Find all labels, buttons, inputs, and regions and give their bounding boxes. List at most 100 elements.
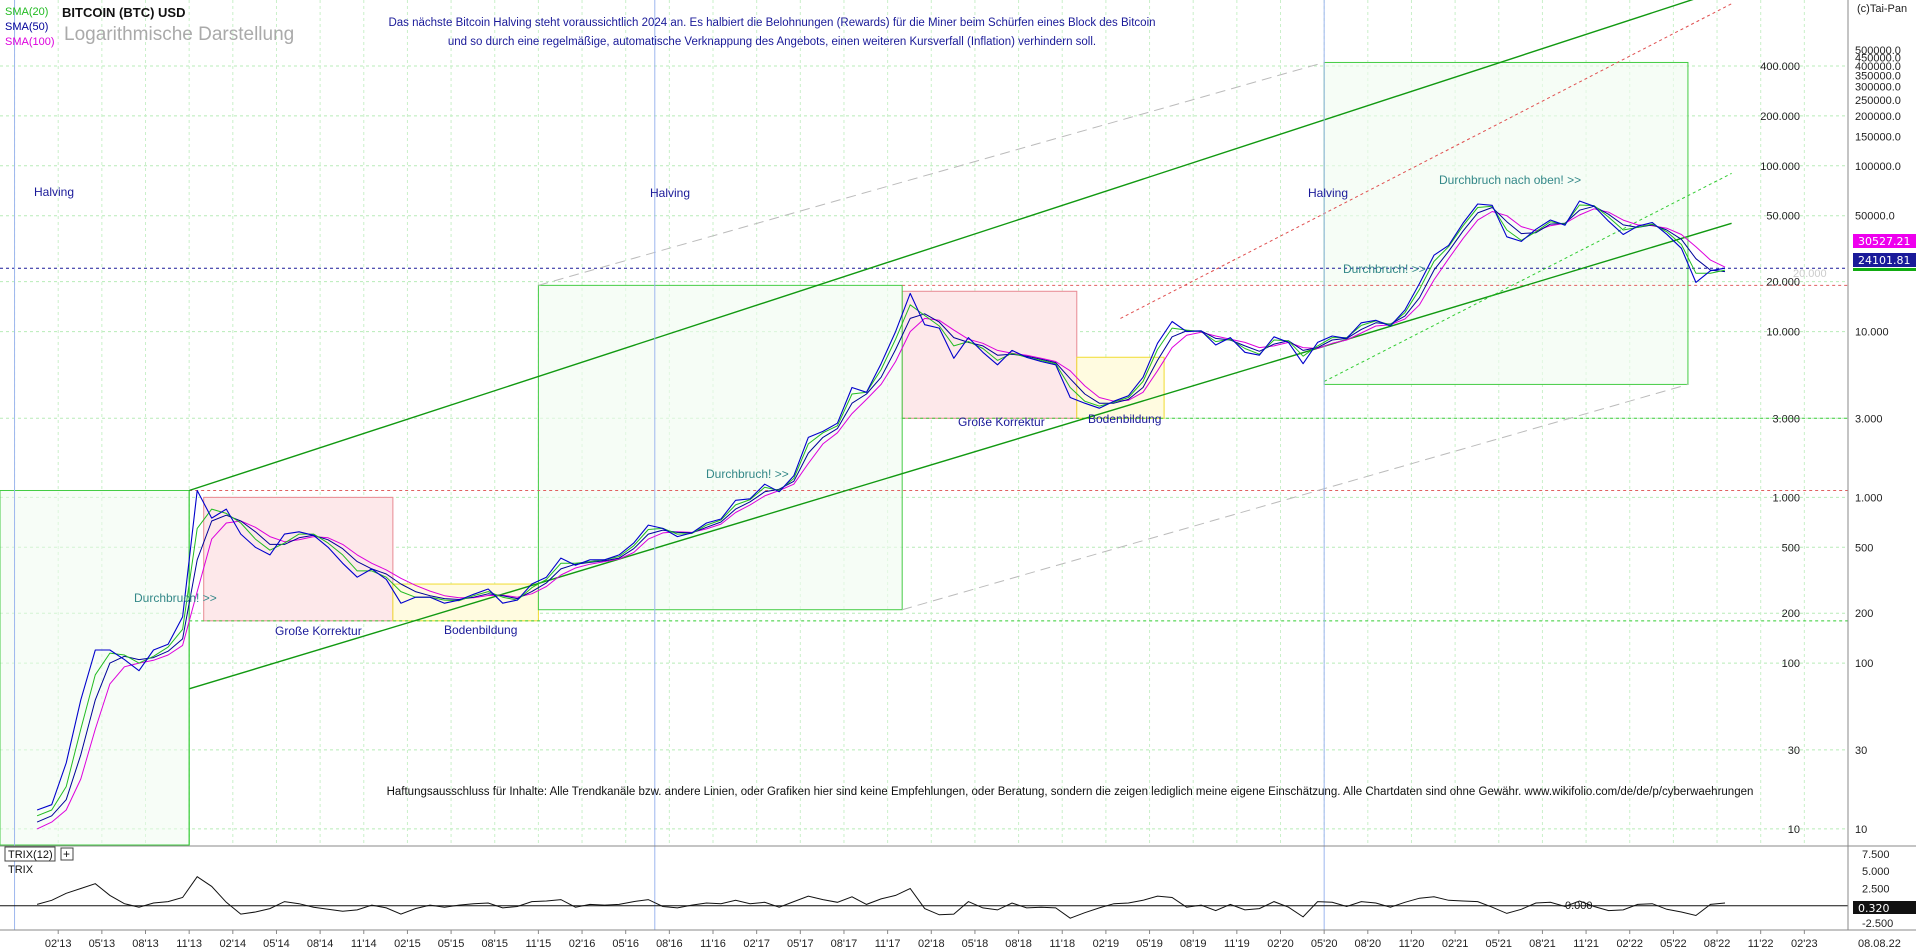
halving-label-1: Halving: [34, 185, 74, 199]
halving-note-line1: Das nächste Bitcoin Halving steht voraus…: [388, 17, 1155, 29]
right-axis-label: 250000.0: [1855, 95, 1901, 107]
right-axis-label: 100000.0: [1855, 161, 1901, 173]
y-tick-label: 500: [1782, 542, 1800, 554]
y-tick-label: 10: [1788, 824, 1800, 836]
channel-line: [188, 0, 1694, 492]
right-axis-label: 500: [1855, 542, 1873, 554]
trix-zero-label: 0.000: [1565, 900, 1593, 912]
halving-label-3: Halving: [1308, 186, 1348, 200]
right-axis-label: 50000.0: [1855, 211, 1895, 223]
x-tick-label: 05'15: [438, 938, 465, 950]
x-tick-label: 02'19: [1093, 938, 1120, 950]
korrektur-label-2: Große Korrektur: [958, 415, 1045, 429]
x-tick-label: 11'20: [1399, 938, 1425, 950]
price-line: [36, 200, 1726, 811]
copyright: (c)Tai-Pan: [1857, 3, 1907, 15]
x-tick-label: 05'22: [1660, 938, 1687, 950]
right-axis-label: 350000.0: [1855, 71, 1901, 83]
right-axis-label: 300000.0: [1855, 82, 1901, 94]
x-tick-label: 02'23: [1791, 938, 1818, 950]
x-tick-label: 08'17: [831, 938, 858, 950]
partial-level-label: 20.000: [1793, 268, 1827, 280]
x-tick-label: 05'16: [612, 938, 639, 950]
partial-level-badge-bg: [1853, 268, 1916, 271]
x-tick-label: 08'21: [1529, 938, 1556, 950]
trix-axis-label: 7.500: [1862, 849, 1890, 861]
x-tick-label: 11'21: [1573, 938, 1599, 950]
x-tick-label: 11'16: [700, 938, 726, 950]
x-tick-label: 08'15: [481, 938, 508, 950]
right-axis-label: 200000.0: [1855, 111, 1901, 123]
y-tick-label: 100.000: [1760, 161, 1800, 173]
legend-sma20: SMA(20): [5, 6, 48, 18]
y-tick-label: 200: [1782, 608, 1800, 620]
trix-value-badge-bg: [1853, 901, 1916, 914]
right-axis-label: 30: [1855, 745, 1867, 757]
disclaimer: Haftungsausschluss für Inhalte: Alle Tre…: [387, 786, 1754, 798]
x-tick-label: 02'18: [918, 938, 945, 950]
x-tick-label: 11'15: [526, 938, 552, 950]
last-date-label: 08.08.22: [1858, 938, 1901, 950]
x-tick-label: 02'16: [569, 938, 596, 950]
x-tick-label: 05'14: [263, 938, 290, 950]
sma20-line: [36, 204, 1726, 817]
right-axis-label: 3.000: [1855, 413, 1883, 425]
x-tick-label: 08'20: [1355, 938, 1382, 950]
projection-line: [1120, 3, 1732, 319]
y-tick-label: 200.000: [1760, 111, 1800, 123]
right-axis-label: 200: [1855, 608, 1873, 620]
x-tick-label: 08'13: [132, 938, 159, 950]
x-tick-label: 08'16: [656, 938, 683, 950]
trix-sublabel: TRIX: [8, 864, 34, 876]
trix-axis-label: -2.500: [1862, 918, 1893, 930]
right-axis-label: 100: [1855, 658, 1873, 670]
box-rally: [0, 489, 190, 846]
right-axis-label: 10.000: [1855, 327, 1889, 339]
channel-line: [188, 222, 1732, 690]
x-tick-label: 11'13: [176, 938, 202, 950]
legend-sma100: SMA(100): [5, 36, 55, 48]
box-korrektur: [203, 496, 394, 622]
durchbruch-oben-label: Durchbruch nach oben! >>: [1439, 173, 1581, 187]
last-price-badge-bg: [1853, 253, 1916, 267]
x-tick-label: 11'19: [1224, 938, 1250, 950]
x-tick-label: 02'15: [394, 938, 421, 950]
x-tick-label: 05'19: [1136, 938, 1163, 950]
y-tick-label: 20.000: [1766, 277, 1800, 289]
x-tick-label: 11'14: [351, 938, 377, 950]
trix-axis-label: 2.500: [1862, 884, 1890, 896]
trix-value-badge: 0.320: [1858, 902, 1890, 915]
y-tick-label: 100: [1782, 658, 1800, 670]
trix-expand-button[interactable]: [60, 847, 74, 861]
x-tick-label: 11'18: [1049, 938, 1075, 950]
box-rally: [1323, 61, 1689, 385]
x-tick-label: 05'20: [1311, 938, 1338, 950]
halving-lines: [14, 0, 1325, 930]
x-tick-label: 02'17: [743, 938, 770, 950]
x-tick-label: 08'18: [1005, 938, 1032, 950]
trend-channel-lines: [188, 0, 1732, 845]
x-tick-label: 02'20: [1267, 938, 1294, 950]
y-tick-label: 10.000: [1766, 327, 1800, 339]
x-tick-label: 05'18: [962, 938, 989, 950]
chart-subtitle: Logarithmische Darstellung: [64, 24, 294, 45]
trix-label-box: [4, 846, 56, 862]
trix-panel: [0, 845, 1916, 919]
halving-label-2: Halving: [650, 186, 690, 200]
x-tick-label: 08'14: [307, 938, 334, 950]
projection-line: [1323, 172, 1732, 382]
projection-line: [538, 61, 1325, 286]
y-tick-label: 30: [1788, 745, 1800, 757]
x-tick-label: 05'13: [89, 938, 116, 950]
horizontal-levels: [0, 267, 1848, 622]
halving-note-line2: und so durch eine regelmäßige, automatis…: [448, 36, 1096, 48]
korrektur-label-1: Große Korrektur: [275, 624, 362, 638]
durchbruch-label-1: Durchbruch! >>: [134, 591, 217, 605]
box-korrektur: [901, 290, 1078, 419]
x-tick-label: 05'17: [787, 938, 814, 950]
right-axis-label: 400000.0: [1855, 61, 1901, 73]
x-tick-label: 02'22: [1616, 938, 1643, 950]
x-tick-label: 02'14: [220, 938, 247, 950]
last-price-badge: 24101.81: [1858, 254, 1911, 267]
